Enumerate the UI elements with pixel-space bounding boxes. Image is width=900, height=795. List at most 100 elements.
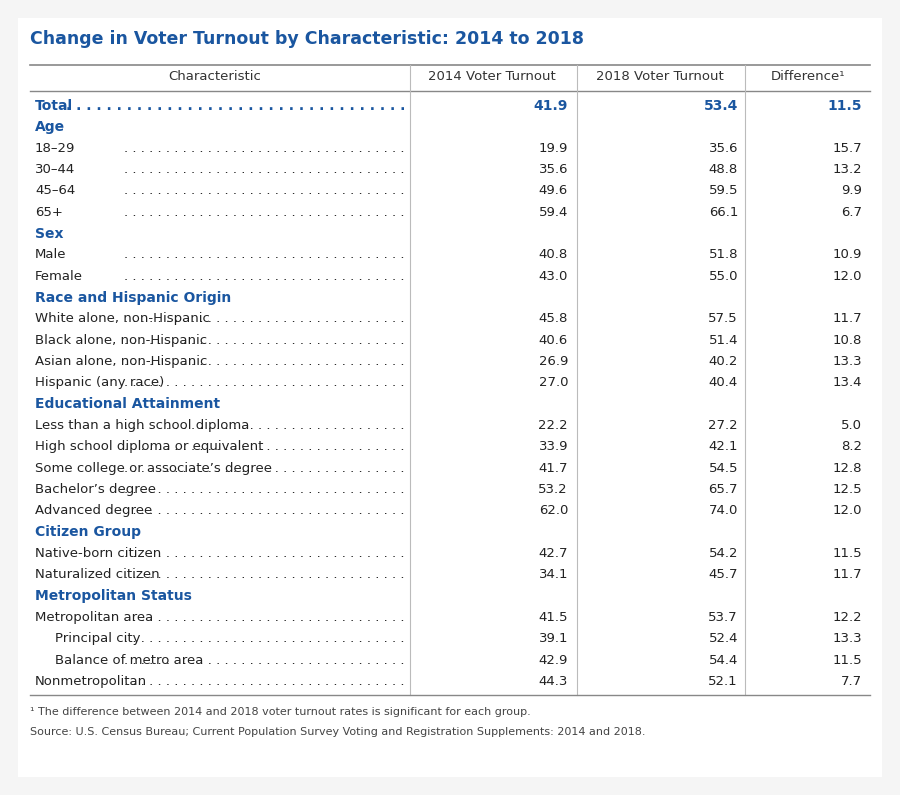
- Text: 13.4: 13.4: [832, 376, 862, 390]
- Text: . . . . . . . . . . . . . . . . . . . . . . . . . . . . . . . . . .: . . . . . . . . . . . . . . . . . . . . …: [124, 653, 405, 666]
- Text: 66.1: 66.1: [708, 206, 738, 219]
- Text: 40.6: 40.6: [539, 334, 568, 347]
- Text: Race and Hispanic Origin: Race and Hispanic Origin: [35, 290, 231, 304]
- Text: . . . . . . . . . . . . . . . . . . . . . . . . . . . . . . . . . .: . . . . . . . . . . . . . . . . . . . . …: [124, 142, 405, 155]
- Text: 53.2: 53.2: [538, 483, 568, 496]
- Text: Metropolitan Status: Metropolitan Status: [35, 589, 192, 603]
- Text: 74.0: 74.0: [708, 504, 738, 518]
- Text: Sex: Sex: [35, 227, 64, 241]
- Text: 6.7: 6.7: [841, 206, 862, 219]
- Text: Age: Age: [35, 120, 65, 134]
- Text: 42.1: 42.1: [708, 440, 738, 453]
- Text: 54.5: 54.5: [708, 462, 738, 475]
- Text: . . . . . . . . . . . . . . . . . . . . . . . . . . . . . . . . . .: . . . . . . . . . . . . . . . . . . . . …: [124, 462, 405, 475]
- Text: 27.0: 27.0: [538, 376, 568, 390]
- Text: 12.8: 12.8: [832, 462, 862, 475]
- Text: Metropolitan area: Metropolitan area: [35, 611, 153, 624]
- Text: . . . . . . . . . . . . . . . . . . . . . . . . . . . . . . . . . .: . . . . . . . . . . . . . . . . . . . . …: [124, 163, 405, 176]
- Text: 10.8: 10.8: [832, 334, 862, 347]
- Text: 2014 Voter Turnout: 2014 Voter Turnout: [428, 71, 556, 83]
- Text: White alone, non-Hispanic: White alone, non-Hispanic: [35, 312, 210, 325]
- Text: Difference¹: Difference¹: [770, 71, 845, 83]
- Text: 35.6: 35.6: [708, 142, 738, 155]
- Text: Hispanic (any race): Hispanic (any race): [35, 376, 164, 390]
- Text: . . . . . . . . . . . . . . . . . . . . . . . . . . . . . . . . . .: . . . . . . . . . . . . . . . . . . . . …: [124, 675, 405, 688]
- Text: 15.7: 15.7: [832, 142, 862, 155]
- Text: Total: Total: [35, 99, 73, 113]
- Text: High school diploma or equivalent: High school diploma or equivalent: [35, 440, 264, 453]
- Text: 53.7: 53.7: [708, 611, 738, 624]
- Text: Native-born citizen: Native-born citizen: [35, 547, 161, 560]
- Text: 33.9: 33.9: [538, 440, 568, 453]
- Text: 5.0: 5.0: [841, 419, 862, 432]
- Text: 49.6: 49.6: [539, 184, 568, 197]
- Text: 11.5: 11.5: [832, 547, 862, 560]
- Text: Female: Female: [35, 270, 83, 283]
- Text: Black alone, non-Hispanic: Black alone, non-Hispanic: [35, 334, 207, 347]
- Text: Citizen Group: Citizen Group: [35, 525, 141, 539]
- Text: 12.0: 12.0: [832, 270, 862, 283]
- Text: . . . . . . . . . . . . . . . . . . . . . . . . . . . . . . . . . .: . . . . . . . . . . . . . . . . . . . . …: [124, 419, 405, 432]
- Text: 65.7: 65.7: [708, 483, 738, 496]
- Text: . . . . . . . . . . . . . . . . . . . . . . . . . . . . . . . . . .: . . . . . . . . . . . . . . . . . . . . …: [124, 568, 405, 581]
- Text: . . . . . . . . . . . . . . . . . . . . . . . . . . . . . . . . . .: . . . . . . . . . . . . . . . . . . . . …: [124, 440, 405, 453]
- Text: . . . . . . . . . . . . . . . . . . . . . . . . . . . . . . . . . .: . . . . . . . . . . . . . . . . . . . . …: [124, 547, 405, 560]
- Text: 41.7: 41.7: [538, 462, 568, 475]
- Text: 9.9: 9.9: [842, 184, 862, 197]
- Text: 42.9: 42.9: [538, 653, 568, 666]
- Text: 27.2: 27.2: [708, 419, 738, 432]
- Text: 11.7: 11.7: [832, 568, 862, 581]
- Text: . . . . . . . . . . . . . . . . . . . . . . . . . . . . . . . . . .: . . . . . . . . . . . . . . . . . . . . …: [124, 206, 405, 219]
- Text: 40.4: 40.4: [709, 376, 738, 390]
- Text: 40.2: 40.2: [708, 355, 738, 368]
- Text: 11.7: 11.7: [832, 312, 862, 325]
- Text: 12.2: 12.2: [832, 611, 862, 624]
- Text: 10.9: 10.9: [832, 248, 862, 262]
- Text: 51.4: 51.4: [708, 334, 738, 347]
- Text: Source: U.S. Census Bureau; Current Population Survey Voting and Registration Su: Source: U.S. Census Bureau; Current Popu…: [30, 727, 645, 737]
- Text: . . . . . . . . . . . . . . . . . . . . . . . . . . . . . . . . . .: . . . . . . . . . . . . . . . . . . . . …: [124, 248, 405, 262]
- Text: 13.3: 13.3: [832, 632, 862, 646]
- Text: 53.4: 53.4: [704, 99, 738, 113]
- Text: 54.2: 54.2: [708, 547, 738, 560]
- Text: Nonmetropolitan: Nonmetropolitan: [35, 675, 147, 688]
- Text: 41.9: 41.9: [534, 99, 568, 113]
- Text: 13.2: 13.2: [832, 163, 862, 176]
- Text: . . . . . . . . . . . . . . . . . . . . . . . . . . . . . . . . . .: . . . . . . . . . . . . . . . . . . . . …: [66, 99, 405, 113]
- Text: Balance of metro area: Balance of metro area: [55, 653, 203, 666]
- Text: 45–64: 45–64: [35, 184, 76, 197]
- Text: 44.3: 44.3: [538, 675, 568, 688]
- Text: Change in Voter Turnout by Characteristic: 2014 to 2018: Change in Voter Turnout by Characteristi…: [30, 30, 584, 48]
- Text: . . . . . . . . . . . . . . . . . . . . . . . . . . . . . . . . . .: . . . . . . . . . . . . . . . . . . . . …: [124, 376, 405, 390]
- Text: 13.3: 13.3: [832, 355, 862, 368]
- Text: Educational Attainment: Educational Attainment: [35, 398, 220, 411]
- Text: 43.0: 43.0: [538, 270, 568, 283]
- Text: Less than a high school diploma: Less than a high school diploma: [35, 419, 249, 432]
- Text: Male: Male: [35, 248, 67, 262]
- Text: 52.1: 52.1: [708, 675, 738, 688]
- Text: . . . . . . . . . . . . . . . . . . . . . . . . . . . . . . . . . .: . . . . . . . . . . . . . . . . . . . . …: [124, 312, 405, 325]
- Text: 40.8: 40.8: [539, 248, 568, 262]
- Text: . . . . . . . . . . . . . . . . . . . . . . . . . . . . . . . . . .: . . . . . . . . . . . . . . . . . . . . …: [124, 611, 405, 624]
- Text: 52.4: 52.4: [708, 632, 738, 646]
- Text: . . . . . . . . . . . . . . . . . . . . . . . . . . . . . . . . . .: . . . . . . . . . . . . . . . . . . . . …: [124, 632, 405, 646]
- Text: 59.4: 59.4: [538, 206, 568, 219]
- Text: 11.5: 11.5: [832, 653, 862, 666]
- Text: . . . . . . . . . . . . . . . . . . . . . . . . . . . . . . . . . .: . . . . . . . . . . . . . . . . . . . . …: [124, 504, 405, 518]
- Text: Advanced degree: Advanced degree: [35, 504, 152, 518]
- Text: 26.9: 26.9: [538, 355, 568, 368]
- Text: 11.5: 11.5: [827, 99, 862, 113]
- Text: . . . . . . . . . . . . . . . . . . . . . . . . . . . . . . . . . .: . . . . . . . . . . . . . . . . . . . . …: [124, 483, 405, 496]
- Text: 12.0: 12.0: [832, 504, 862, 518]
- Text: 7.7: 7.7: [841, 675, 862, 688]
- Text: 12.5: 12.5: [832, 483, 862, 496]
- Text: . . . . . . . . . . . . . . . . . . . . . . . . . . . . . . . . . .: . . . . . . . . . . . . . . . . . . . . …: [124, 355, 405, 368]
- Text: 8.2: 8.2: [841, 440, 862, 453]
- Text: 39.1: 39.1: [538, 632, 568, 646]
- Text: 45.8: 45.8: [538, 312, 568, 325]
- Text: Bachelor’s degree: Bachelor’s degree: [35, 483, 156, 496]
- Text: 22.2: 22.2: [538, 419, 568, 432]
- Text: . . . . . . . . . . . . . . . . . . . . . . . . . . . . . . . . . .: . . . . . . . . . . . . . . . . . . . . …: [124, 184, 405, 197]
- Text: ¹ The difference between 2014 and 2018 voter turnout rates is significant for ea: ¹ The difference between 2014 and 2018 v…: [30, 707, 531, 717]
- Text: 18–29: 18–29: [35, 142, 76, 155]
